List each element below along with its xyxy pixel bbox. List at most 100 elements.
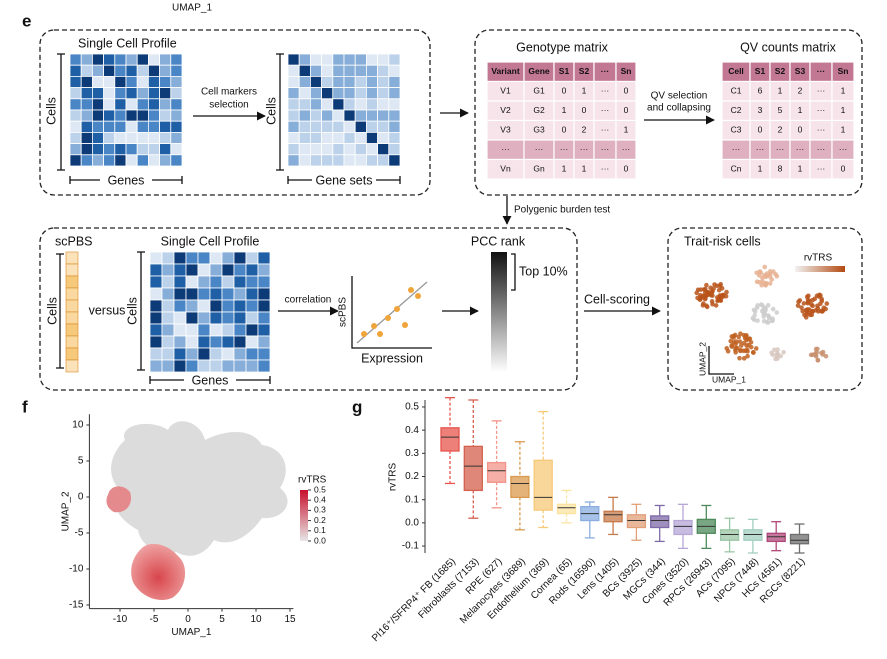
cell-dot xyxy=(759,282,764,288)
table-text: ··· xyxy=(756,144,765,154)
box xyxy=(650,515,670,529)
table-text: 1 xyxy=(841,105,846,115)
table-text: Cn xyxy=(731,164,742,174)
heatmap-cell xyxy=(136,120,149,133)
panel-label: g xyxy=(352,397,362,416)
heatmap-cell xyxy=(161,311,175,325)
cell-dot xyxy=(766,315,772,321)
heatmap-cell xyxy=(209,275,223,289)
heatmap-cell xyxy=(114,98,127,111)
arrow-label: and collapsing xyxy=(647,103,711,114)
heatmap-cell xyxy=(377,143,390,156)
table-text: 0 xyxy=(624,86,629,96)
table-text: 1 xyxy=(841,125,846,135)
heatmap-cell xyxy=(197,335,211,349)
cell-dot xyxy=(796,299,801,305)
heatmap-cell xyxy=(161,251,175,265)
cell-dot xyxy=(694,290,700,296)
table-text: V2 xyxy=(500,105,511,115)
x-tick-label: 0 xyxy=(185,614,191,625)
arrow-label: QV selection xyxy=(651,91,708,102)
heatmap-cell xyxy=(80,143,93,156)
box xyxy=(486,461,507,483)
heatmap-cell xyxy=(298,109,311,122)
umap-cells-high xyxy=(131,543,186,601)
table-text: 0 xyxy=(624,105,629,115)
heatmap-cell xyxy=(170,87,183,100)
table-header: Sn xyxy=(838,66,849,76)
heatmap-cell xyxy=(147,109,160,122)
heatmap-cell xyxy=(221,335,235,349)
heatmap xyxy=(287,53,401,167)
heatmap-cell xyxy=(257,335,271,349)
y-tick-label: 10 xyxy=(72,420,84,431)
heatmap-cell xyxy=(233,359,247,373)
heatmap-cell xyxy=(365,109,378,122)
heatmap-cell xyxy=(321,109,334,122)
heatmap-cell xyxy=(136,143,149,156)
heatmap-cell xyxy=(377,109,390,122)
colorbar xyxy=(300,490,308,541)
cell-dot xyxy=(804,311,809,317)
heatmap-cell xyxy=(298,120,311,133)
heatmap-cell xyxy=(69,120,82,133)
heatmap-cell xyxy=(321,98,334,111)
heatmap-cell xyxy=(147,76,160,89)
table-header: S3 xyxy=(795,66,806,76)
cell-dot xyxy=(769,350,774,356)
label: Top 10% xyxy=(519,264,568,278)
heatmap-cell xyxy=(161,299,175,313)
heatmap-cell xyxy=(185,251,199,265)
heatmap-cell xyxy=(388,131,401,144)
heatmap xyxy=(69,53,183,167)
heatmap-cell xyxy=(69,109,82,122)
heatmap-cell xyxy=(343,154,356,167)
heatmap-cell xyxy=(159,64,172,77)
heatmap-cell xyxy=(159,98,172,111)
heatmap-cell xyxy=(197,263,211,277)
heatmap-cell xyxy=(161,275,175,289)
heatmap-cell xyxy=(114,53,127,66)
heatmap-cell xyxy=(309,76,322,89)
heatmap-cell xyxy=(321,53,334,66)
heatmap-cell xyxy=(343,53,356,66)
table-text: G1 xyxy=(533,86,545,96)
x-tick-label: -10 xyxy=(113,614,128,625)
heatmap-cell xyxy=(149,251,163,265)
heatmap-cell xyxy=(173,347,187,361)
heatmap-cell xyxy=(332,64,345,77)
cell-dot xyxy=(818,293,823,298)
title: Single Cell Profile xyxy=(161,234,260,248)
axis-label: Expression xyxy=(361,351,423,365)
box xyxy=(626,514,647,529)
heatmap-cell xyxy=(125,120,138,133)
heatmap-cell xyxy=(257,287,271,301)
heatmap-cell xyxy=(332,154,345,167)
table-text: ··· xyxy=(796,144,805,154)
heatmap-cell xyxy=(170,53,183,66)
heatmap-cell xyxy=(343,76,356,89)
heatmap-cell xyxy=(233,275,247,289)
x-tick-label: -5 xyxy=(150,614,159,625)
heatmap-cell xyxy=(197,359,211,373)
table-text: 3 xyxy=(758,105,763,115)
heatmap-cell xyxy=(92,143,105,156)
table-header: ··· xyxy=(817,66,826,76)
heatmap-cell xyxy=(233,335,247,349)
cell-dot xyxy=(724,346,730,351)
heatmap-cell xyxy=(173,323,187,337)
heatmap-cell xyxy=(354,154,367,167)
cell-dot xyxy=(701,287,707,292)
y-tick-label: 0.2 xyxy=(405,471,419,482)
heatmap-cell xyxy=(80,53,93,66)
arrow-label: Cell markers xyxy=(201,87,257,98)
box xyxy=(440,427,460,452)
table-text: ··· xyxy=(817,125,826,135)
label-bg xyxy=(100,174,152,186)
axis-label: Genes xyxy=(108,173,145,187)
colorbar-title: rvTRS xyxy=(298,475,327,486)
heatmap-cell xyxy=(136,98,149,111)
heatmap-cell xyxy=(221,299,235,313)
heatmap-cell xyxy=(321,120,334,133)
heatmap-cell xyxy=(185,311,199,325)
